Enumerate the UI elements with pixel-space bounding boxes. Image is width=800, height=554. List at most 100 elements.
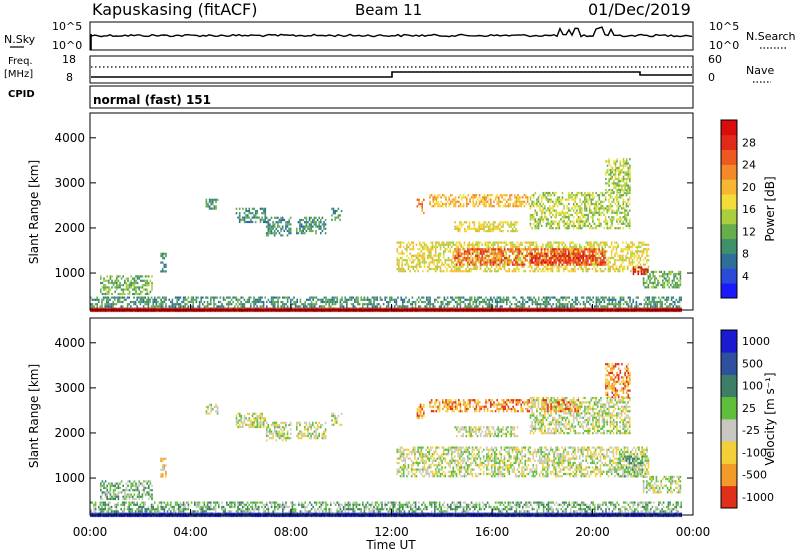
power-cell: [462, 202, 465, 206]
power-cell: [564, 248, 567, 251]
power-cell: [471, 252, 474, 255]
power-cell: [592, 257, 594, 260]
power-cell: [506, 309, 508, 313]
power-cell: [486, 194, 489, 197]
power-cell: [505, 241, 507, 244]
power-cell: [309, 305, 311, 308]
power-cell: [234, 307, 236, 310]
power-cell: [439, 248, 442, 251]
power-cell: [460, 270, 463, 273]
power-cell: [517, 300, 519, 304]
power-cell: [368, 303, 370, 306]
power-cell: [611, 309, 614, 313]
power-cell: [547, 252, 549, 255]
power-cell: [368, 298, 370, 301]
power-cell: [413, 300, 415, 304]
power-cell: [539, 218, 541, 221]
power-cell: [470, 309, 473, 313]
power-cell: [654, 307, 657, 310]
power-cell: [401, 241, 403, 244]
power-cell: [452, 265, 455, 268]
power-cell: [626, 252, 629, 255]
power-cell: [253, 214, 255, 217]
power-cell: [510, 223, 512, 226]
power-cell: [470, 307, 473, 310]
power-cell: [509, 307, 511, 310]
power-cell: [459, 227, 461, 230]
power-cell: [447, 243, 450, 246]
power-cell: [651, 305, 654, 308]
power-cell: [496, 303, 498, 306]
power-cell: [381, 307, 383, 310]
power-cell: [525, 300, 527, 304]
power-cell: [489, 230, 492, 233]
power-cell: [538, 303, 540, 306]
power-cell: [603, 298, 606, 301]
power-cell: [648, 309, 650, 313]
power-cell: [677, 305, 679, 308]
power-cell: [509, 194, 511, 197]
power-cell: [661, 296, 663, 299]
power-cell: [141, 307, 143, 310]
power-cell: [205, 307, 207, 310]
power-cell: [489, 270, 491, 273]
power-cell: [442, 254, 445, 257]
power-cell: [253, 298, 255, 301]
power-cell: [309, 298, 311, 301]
power-cell: [251, 212, 254, 215]
power-cell: [568, 218, 570, 221]
power-cell: [114, 281, 116, 285]
power-cell: [551, 257, 554, 260]
power-cell: [515, 298, 518, 301]
power-cell: [560, 211, 562, 214]
power-cell: [636, 263, 639, 266]
power-cell: [256, 300, 258, 304]
power-cell: [412, 267, 415, 271]
power-cell: [479, 252, 482, 255]
power-cell: [478, 245, 480, 249]
power-cell: [527, 254, 530, 257]
power-cell: [496, 200, 498, 203]
power-cell: [569, 209, 572, 212]
power-cell: [273, 229, 276, 233]
power-cell: [577, 259, 580, 262]
power-cell: [491, 230, 493, 233]
power-cell: [371, 296, 374, 299]
power-cell: [458, 259, 461, 262]
power-cell: [678, 296, 681, 299]
power-cell: [460, 261, 463, 264]
power-cell: [520, 307, 522, 310]
power-cell: [478, 200, 481, 203]
power-cell: [643, 309, 646, 313]
power-cell: [459, 230, 461, 233]
power-cell: [414, 305, 417, 308]
power-cell: [259, 300, 262, 304]
power-cell: [264, 214, 267, 217]
power-cell: [208, 309, 210, 313]
power-cell: [390, 298, 393, 301]
power-cell: [258, 307, 260, 310]
power-cell: [440, 309, 442, 313]
power-cell: [468, 259, 471, 262]
power-cell: [510, 250, 512, 253]
power-cell: [446, 259, 448, 262]
power-cell: [286, 225, 289, 228]
power-cell: [235, 207, 238, 210]
power-cell: [243, 309, 246, 313]
power-cell: [601, 200, 604, 203]
power-cell: [607, 265, 610, 268]
power-cell: [459, 307, 462, 310]
power-cell: [596, 270, 599, 273]
power-cell: [240, 218, 243, 221]
power-cell: [531, 259, 533, 262]
power-cell: [463, 230, 466, 233]
power-cell: [513, 267, 515, 271]
power-cell: [171, 298, 174, 301]
power-cell: [101, 286, 104, 289]
power-cell: [508, 259, 511, 262]
power-cell: [624, 200, 626, 203]
power-cell: [515, 223, 517, 226]
power-cell: [418, 263, 421, 266]
power-cell: [417, 261, 419, 264]
power-cell: [483, 196, 486, 199]
